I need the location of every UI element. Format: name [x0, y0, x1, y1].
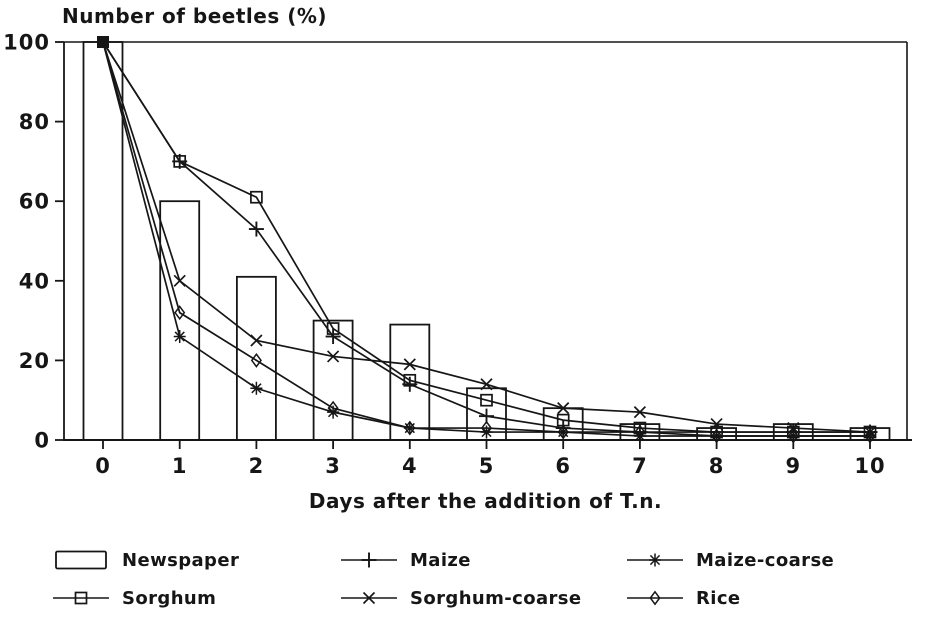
rice-marker [480, 420, 493, 436]
maize-marker [248, 221, 264, 237]
sorghum-coarse-line [102, 41, 871, 433]
x-tick-label: 9 [785, 454, 801, 478]
asterisk-legend-icon [627, 553, 683, 567]
maize-marker [325, 329, 341, 345]
newspaper-bars [82, 41, 891, 441]
sorghum-coarse-marker [480, 378, 493, 391]
sorghum-coarse-marker [557, 402, 570, 415]
maize-marker [172, 153, 188, 169]
maize-coarse-line [102, 41, 870, 437]
x-tick-label: 3 [325, 454, 341, 478]
legend-label: Rice [696, 587, 741, 609]
x-tick-label: 6 [555, 454, 571, 478]
rice-marker [864, 428, 876, 444]
beetles-chart-plot: 0 20 40 60 80 100 0 1 2 3 4 5 6 7 8 9 10 [3, 31, 912, 478]
rice-marker [711, 428, 723, 444]
square-marker-glyph [74, 591, 88, 605]
bar-legend-icon [55, 550, 107, 570]
y-tick-label: 0 [34, 429, 50, 453]
x-marker-glyph [362, 591, 376, 605]
newspaper-bar [235, 275, 277, 441]
legend-item-newspaper: Newspaper [52, 546, 239, 574]
sorghum-coarse-series [102, 41, 877, 439]
chart-title: Number of beetles (%) [62, 4, 328, 28]
rice-series [102, 41, 876, 444]
plot-frame [63, 41, 912, 441]
y-tick-label: 40 [19, 269, 50, 293]
x-axis-label: Days after the addition of T.n. [308, 489, 663, 513]
y-tick-label: 20 [19, 349, 50, 373]
y-axis-ticks: 0 20 40 60 80 100 [3, 31, 64, 453]
rice-marker [634, 424, 646, 440]
rice-marker [250, 352, 262, 368]
legend-column: Maize Sorghum-coarse [340, 546, 582, 622]
sorghum-line [102, 41, 870, 433]
sorghum-coarse-marker [326, 350, 340, 363]
day0-combined-marker [97, 36, 109, 48]
maize-coarse-marker [250, 381, 263, 395]
legend-item-maize: Maize [340, 546, 582, 574]
x-tick-label: 7 [632, 454, 648, 478]
square-legend-icon [53, 591, 109, 605]
x-tick-label: 8 [709, 454, 725, 478]
sorghum-series [102, 41, 877, 439]
legend-column: Maize-coarse Rice [626, 546, 834, 622]
legend-label: Sorghum [122, 587, 217, 609]
asterisk-marker-glyph [649, 553, 661, 567]
plus-legend-icon [341, 552, 397, 568]
sorghum-coarse-marker [403, 358, 416, 371]
legend-label: Newspaper [122, 549, 240, 571]
rice-marker [787, 428, 799, 444]
diamond-legend-icon [627, 590, 683, 606]
legend-item-sorghum: Sorghum [52, 584, 239, 612]
x-tick-label: 1 [172, 454, 188, 478]
sorghum-coarse-marker [250, 334, 263, 347]
y-tick-label: 100 [3, 31, 50, 55]
legend-column: Newspaper Sorghum [52, 546, 239, 622]
x-tick-label: 10 [854, 454, 885, 478]
x-tick-label: 5 [479, 454, 495, 478]
sorghum-coarse-marker [173, 274, 186, 287]
rice-line [102, 41, 870, 437]
x-axis-ticks: 0 1 2 3 4 5 6 7 8 9 10 [95, 440, 885, 478]
bar-marker-glyph [55, 550, 107, 570]
chart-legend: Newspaper Sorghum Maize Sorghum-coarse Maize… [0, 546, 930, 625]
maize-marker [402, 376, 418, 392]
sorghum-marker [250, 190, 263, 204]
x-tick-label: 2 [249, 454, 265, 478]
newspaper-bar [82, 41, 124, 441]
plus-marker-glyph [361, 552, 377, 568]
y-tick-label: 80 [19, 110, 50, 134]
legend-item-sorghum-coarse: Sorghum-coarse [340, 584, 582, 612]
legend-label: Maize [410, 549, 471, 571]
maize-coarse-marker [173, 330, 186, 344]
x-tick-label: 4 [402, 454, 418, 478]
rice-marker [404, 420, 416, 436]
rice-marker [327, 400, 339, 416]
sorghum-coarse-marker [633, 406, 647, 419]
legend-item-rice: Rice [626, 584, 834, 612]
maize-line [102, 41, 870, 433]
rice-marker [557, 424, 569, 440]
diamond-marker-glyph [649, 590, 661, 606]
legend-item-maize-coarse: Maize-coarse [626, 546, 834, 574]
x-tick-label: 0 [95, 454, 111, 478]
rice-marker [174, 305, 186, 321]
sorghum-coarse-marker [710, 417, 723, 431]
x-legend-icon [341, 591, 397, 605]
y-tick-label: 60 [19, 190, 50, 214]
legend-label: Maize-coarse [696, 549, 835, 571]
legend-label: Sorghum-coarse [410, 587, 582, 609]
sorghum-marker [480, 393, 493, 407]
